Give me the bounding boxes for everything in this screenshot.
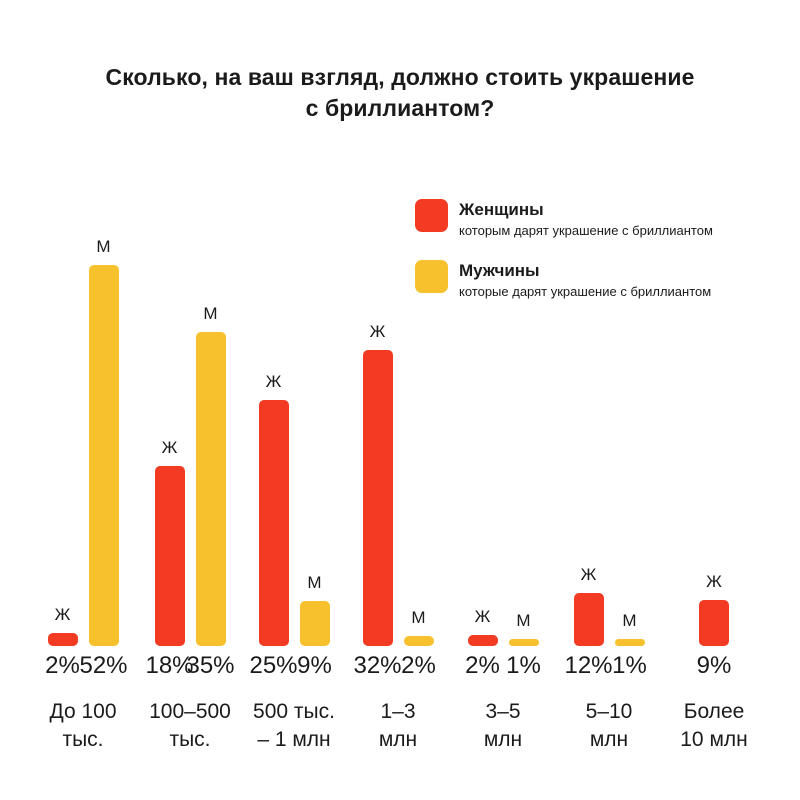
bar-marker-men-5: М: [622, 611, 637, 630]
bar-value-women-1: 18%: [145, 652, 194, 679]
bar-women-4: [467, 635, 498, 646]
category-label-4: 3–5 млн: [438, 698, 568, 754]
legend-text-men: Мужчины которые дарят украшение с брилли…: [459, 260, 711, 300]
legend-label-men: Мужчины: [459, 261, 540, 280]
legend-swatch-women: [415, 199, 448, 232]
category-label-line1: До 100: [49, 700, 117, 723]
legend-text-women: Женщины которым дарят украшение с брилли…: [459, 199, 713, 239]
bar-marker-men-0: М: [96, 237, 111, 256]
bar-marker-men-3: М: [411, 608, 426, 627]
bar-marker-women-4: Ж: [474, 607, 491, 626]
legend-sublabel-men: которые дарят украшение с бриллиантом: [459, 284, 712, 299]
bar-men-2: [299, 601, 330, 646]
bar-value-women-6: 9%: [696, 652, 732, 679]
bar-men-0: [88, 265, 119, 646]
bar-marker-men-4: М: [516, 611, 531, 630]
bar-women-3: [362, 350, 393, 646]
category-label-line1: 3–5: [485, 700, 521, 723]
bar-men-3: [403, 636, 434, 646]
category-label-line2: – 1 млн: [257, 728, 331, 751]
bar-value-women-4: 2%: [465, 652, 500, 679]
bar-value-women-0: 2%: [45, 652, 80, 679]
bar-women-6: [699, 600, 729, 646]
category-label-line1: 500 тыс.: [253, 700, 335, 723]
category-label-line2: 10 млн: [680, 728, 748, 751]
category-label-line1: 5–10: [585, 700, 633, 723]
category-label-line2: млн: [589, 728, 629, 751]
category-label-line1: 1–3: [380, 700, 416, 723]
bar-marker-women-5: Ж: [580, 565, 597, 584]
bar-marker-women-3: Ж: [369, 322, 386, 341]
bar-value-men-5: 1%: [612, 652, 647, 679]
chart-title: Сколько, на ваш взгляд, должно стоить ук…: [0, 62, 800, 124]
category-label-2: 500 тыс. – 1 млн: [229, 698, 359, 754]
bar-men-5: [614, 639, 645, 646]
category-label-line1: 100–500: [149, 700, 231, 723]
category-label-1: 100–500 тыс.: [125, 698, 255, 754]
bar-marker-women-0: Ж: [54, 605, 71, 624]
bar-men-1: [195, 332, 226, 646]
legend-label-women: Женщины: [459, 200, 544, 219]
bar-women-5: [573, 593, 604, 646]
bar-marker-women-2: Ж: [265, 372, 282, 391]
legend-item-men: Мужчины которые дарят украшение с брилли…: [415, 260, 713, 300]
category-label-line2: млн: [378, 728, 418, 751]
category-label-6: Более 10 млн: [649, 698, 779, 754]
bar-marker-men-2: М: [307, 573, 322, 592]
bar-men-4: [508, 639, 539, 646]
bar-value-men-0: 52%: [79, 652, 128, 679]
bar-women-2: [258, 400, 289, 646]
bar-marker-men-1: М: [203, 304, 218, 323]
bar-women-1: [154, 466, 185, 646]
category-label-line2: тыс.: [169, 728, 211, 751]
category-label-0: До 100 тыс.: [18, 698, 148, 754]
chart-legend: Женщины которым дарят украшение с брилли…: [415, 199, 713, 300]
bar-value-men-3: 2%: [401, 652, 436, 679]
bar-women-0: [47, 633, 78, 646]
bar-marker-women-6: Ж: [706, 572, 722, 591]
category-label-line2: млн: [483, 728, 523, 751]
category-label-5: 5–10 млн: [544, 698, 674, 754]
chart-title-line1: Сколько, на ваш взгляд, должно стоить ук…: [105, 64, 695, 90]
bar-value-women-5: 12%: [564, 652, 613, 679]
bar-value-men-4: 1%: [506, 652, 541, 679]
legend-swatch-men: [415, 260, 448, 293]
chart-title-line2: с бриллиантом?: [305, 95, 495, 121]
bar-value-men-2: 9%: [297, 652, 332, 679]
bar-marker-women-1: Ж: [161, 438, 178, 457]
category-label-line2: тыс.: [62, 728, 104, 751]
category-label-3: 1–3 млн: [333, 698, 463, 754]
legend-item-women: Женщины которым дарят украшение с брилли…: [415, 199, 713, 239]
category-label-line1: Более: [683, 700, 745, 723]
legend-sublabel-women: которым дарят украшение с бриллиантом: [459, 223, 713, 238]
bar-value-women-2: 25%: [249, 652, 298, 679]
bar-value-women-3: 32%: [353, 652, 402, 679]
bar-value-men-1: 35%: [186, 652, 235, 679]
